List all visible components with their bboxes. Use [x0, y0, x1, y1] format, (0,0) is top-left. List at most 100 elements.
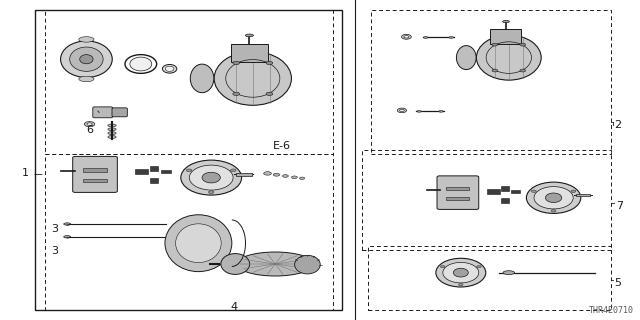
Ellipse shape [424, 36, 428, 38]
Bar [368, 246, 611, 310]
Ellipse shape [221, 253, 250, 274]
Text: 6: 6 [86, 124, 93, 135]
Ellipse shape [245, 34, 253, 37]
Bar [45, 10, 333, 154]
Ellipse shape [571, 190, 576, 192]
Bar [371, 10, 611, 154]
Ellipse shape [477, 266, 481, 268]
Bar [500, 198, 509, 203]
FancyBboxPatch shape [73, 156, 117, 192]
Bar [231, 44, 268, 62]
Ellipse shape [440, 266, 445, 268]
Ellipse shape [551, 210, 556, 212]
Bar [500, 186, 509, 191]
Ellipse shape [492, 43, 498, 46]
FancyBboxPatch shape [93, 107, 113, 118]
Bar [362, 150, 611, 250]
Bar [150, 178, 158, 183]
Ellipse shape [476, 35, 541, 80]
FancyBboxPatch shape [112, 108, 127, 117]
Text: E-6: E-6 [273, 140, 291, 151]
Ellipse shape [266, 92, 273, 96]
Bar [490, 28, 522, 44]
Ellipse shape [520, 43, 525, 46]
Ellipse shape [294, 255, 320, 274]
Bar [487, 189, 500, 194]
Ellipse shape [130, 57, 152, 71]
Ellipse shape [401, 34, 412, 39]
Ellipse shape [233, 61, 239, 65]
Bar [576, 194, 590, 196]
Bar [446, 196, 469, 200]
Bar [83, 179, 107, 182]
Bar [511, 190, 520, 193]
Ellipse shape [108, 124, 116, 127]
Ellipse shape [237, 252, 314, 276]
Ellipse shape [266, 61, 273, 65]
Bar [236, 173, 252, 176]
Ellipse shape [79, 37, 94, 42]
Ellipse shape [80, 55, 93, 64]
Ellipse shape [526, 182, 581, 213]
Ellipse shape [209, 191, 214, 194]
Text: THR4E0710: THR4E0710 [589, 306, 634, 315]
Ellipse shape [292, 176, 298, 179]
Ellipse shape [531, 190, 536, 192]
Ellipse shape [436, 258, 486, 287]
Ellipse shape [520, 69, 525, 72]
Ellipse shape [443, 262, 479, 283]
Bar [83, 168, 107, 172]
Ellipse shape [214, 52, 291, 105]
Ellipse shape [70, 47, 103, 71]
Ellipse shape [458, 284, 463, 286]
Ellipse shape [61, 41, 112, 77]
Ellipse shape [399, 109, 404, 112]
Ellipse shape [453, 268, 468, 277]
Ellipse shape [163, 64, 177, 73]
Ellipse shape [202, 172, 220, 183]
Ellipse shape [189, 165, 233, 190]
Ellipse shape [190, 64, 214, 93]
Bar [446, 187, 469, 190]
Ellipse shape [180, 160, 242, 195]
Ellipse shape [503, 271, 515, 275]
FancyBboxPatch shape [437, 176, 479, 209]
Ellipse shape [165, 215, 232, 272]
Ellipse shape [449, 36, 453, 38]
Ellipse shape [108, 132, 116, 134]
Text: 7: 7 [616, 201, 623, 212]
Ellipse shape [273, 173, 280, 176]
Text: 1: 1 [22, 168, 29, 178]
Ellipse shape [439, 110, 443, 112]
Ellipse shape [456, 46, 476, 69]
Bar [161, 170, 171, 173]
Ellipse shape [175, 224, 221, 263]
Ellipse shape [84, 122, 95, 127]
Ellipse shape [233, 92, 239, 96]
Bar [150, 165, 158, 171]
Ellipse shape [300, 177, 305, 180]
Ellipse shape [64, 236, 70, 238]
Ellipse shape [230, 169, 236, 172]
Ellipse shape [186, 169, 192, 172]
Text: 3: 3 [51, 224, 58, 234]
Text: 3: 3 [51, 246, 58, 256]
Ellipse shape [545, 193, 562, 203]
Ellipse shape [79, 76, 94, 82]
Bar [35, 10, 342, 310]
Ellipse shape [397, 108, 406, 113]
Ellipse shape [108, 128, 116, 131]
Text: 4: 4 [230, 302, 237, 312]
Ellipse shape [64, 223, 70, 225]
Ellipse shape [492, 69, 498, 72]
Ellipse shape [502, 20, 509, 23]
Ellipse shape [534, 187, 573, 209]
Text: 2: 2 [614, 120, 621, 130]
Ellipse shape [264, 172, 271, 175]
Ellipse shape [87, 123, 92, 125]
Ellipse shape [165, 66, 174, 71]
Bar [135, 169, 148, 174]
Ellipse shape [283, 175, 288, 177]
Bar [45, 154, 333, 310]
Ellipse shape [417, 110, 421, 112]
